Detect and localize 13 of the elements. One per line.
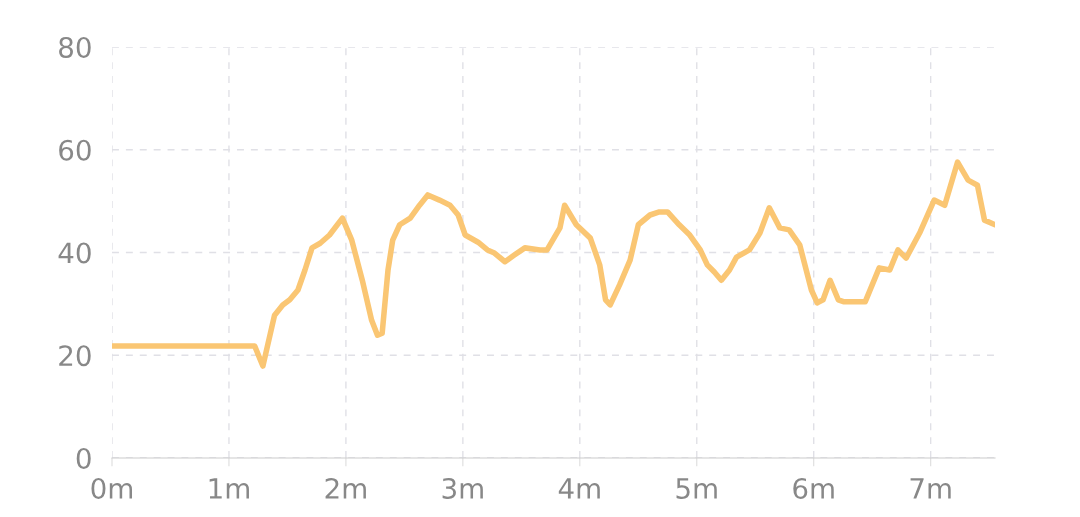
x-tick-label: 7m bbox=[910, 478, 951, 499]
y-tick-label: 40 bbox=[58, 242, 91, 264]
y-tick-label: 20 bbox=[59, 345, 91, 367]
x-tick-label: 2m bbox=[325, 477, 366, 499]
y-tick-label: 60 bbox=[59, 139, 91, 161]
x-tick-label: 0m bbox=[91, 477, 133, 499]
x-tick-label: 1m bbox=[209, 478, 249, 499]
y-tick-label: 0 bbox=[76, 447, 91, 469]
x-tick-label: 3m bbox=[442, 477, 483, 499]
x-tick-label: 6m bbox=[793, 477, 834, 499]
x-tick-label: 5m bbox=[676, 478, 717, 499]
x-tick-label: 4m bbox=[558, 478, 600, 499]
y-tick-label: 80 bbox=[59, 36, 91, 58]
